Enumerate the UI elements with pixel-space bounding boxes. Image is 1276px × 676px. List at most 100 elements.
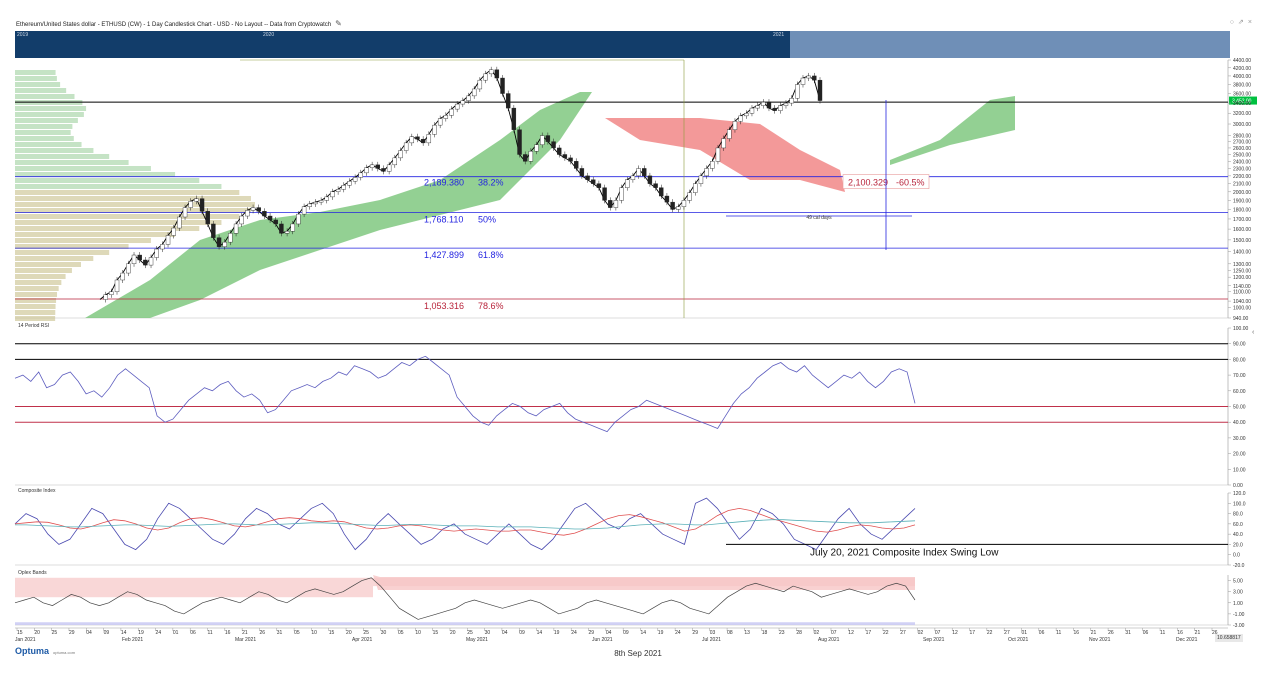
candle-body	[778, 105, 783, 111]
candle-body	[613, 200, 619, 208]
x-axis-month: Jun 2021	[592, 637, 613, 643]
candle-body	[795, 84, 800, 99]
brand-logo: Optuma optuma.com	[15, 646, 75, 656]
candle-body	[676, 206, 681, 210]
candle-body	[579, 168, 585, 177]
panel-axis-label: 50.00	[1233, 405, 1246, 411]
panel-axis-label: 20.00	[1233, 452, 1246, 458]
x-axis-month: Jul 2021	[702, 637, 721, 643]
volume-profile-bar	[15, 142, 82, 147]
fib-level-price: 1,053.316	[424, 301, 464, 311]
settings-icon[interactable]: ○	[1229, 19, 1239, 26]
x-axis-label: 28	[796, 630, 802, 636]
navigator-year: 2021	[773, 32, 785, 38]
close-icon[interactable]: ×	[1247, 19, 1256, 26]
candle-body	[710, 161, 715, 169]
x-axis-label: 10	[415, 630, 421, 636]
navigator-year: 2019	[17, 32, 29, 38]
price-axis-label: 2000.00	[1233, 190, 1251, 196]
x-axis-label: 25	[52, 630, 58, 636]
candle-body	[732, 121, 738, 130]
price-axis-label: 1140.00	[1233, 284, 1251, 290]
volume-profile-bar	[15, 298, 57, 303]
x-axis-label: 11	[1056, 630, 1061, 636]
x-axis-label: 14	[640, 630, 646, 636]
composite-series-line	[15, 519, 916, 530]
candle-body	[812, 75, 817, 81]
volume-profile-bar	[15, 244, 129, 249]
cal-days-label: 49 cal days	[806, 215, 832, 221]
candle-body	[216, 237, 222, 247]
candle-body	[386, 164, 392, 172]
price-axis-label: 4200.00	[1233, 66, 1251, 72]
price-axis-label: 2100.00	[1233, 182, 1251, 188]
candle-body	[114, 279, 120, 292]
price-axis-label: 1040.00	[1233, 299, 1251, 305]
candle-body	[806, 75, 811, 79]
candle-body	[749, 107, 755, 114]
candle-body	[755, 105, 760, 109]
price-axis-label: 1500.00	[1233, 238, 1251, 244]
collapse-panel-icon[interactable]: ‹	[1252, 329, 1255, 336]
candle-body	[738, 115, 743, 122]
panel-axis-label: 40.00	[1233, 420, 1246, 426]
candle-body	[392, 157, 398, 166]
panel-axis-label: 10.00	[1233, 467, 1246, 473]
candle-body	[205, 211, 210, 225]
candle-body	[664, 195, 670, 203]
oplex-lower-band	[15, 622, 915, 625]
navigator-window[interactable]	[790, 31, 1230, 58]
ichimoku-green-cloud	[85, 92, 592, 318]
fib-level-price: 2,189.380	[424, 178, 464, 188]
price-axis-label: 4400.00	[1233, 58, 1251, 64]
candle-body	[335, 189, 341, 192]
panel-axis-label: -1.00	[1233, 612, 1245, 618]
x-axis-label: 25	[467, 630, 473, 636]
candle-body	[494, 69, 500, 79]
x-axis-month: Apr 2021	[352, 637, 373, 643]
candle-body	[250, 207, 256, 211]
candle-body	[545, 135, 551, 142]
fib-level-pct: 78.6%	[478, 301, 504, 311]
volume-profile-bar	[15, 160, 129, 165]
price-axis-label: 2600.00	[1233, 146, 1251, 152]
x-axis-label: 14	[537, 630, 543, 636]
x-axis-label: 07	[935, 630, 941, 636]
price-axis-label: 1800.00	[1233, 207, 1251, 213]
x-axis-month: Aug 2021	[818, 637, 840, 643]
window-controls[interactable]: ○⇗×	[1230, 18, 1256, 26]
x-axis-label: 08	[727, 630, 733, 636]
candle-body	[522, 154, 528, 162]
volume-profile-bar	[15, 166, 151, 171]
price-axis-label: 3400.00	[1233, 101, 1251, 107]
x-axis-label: 21	[1195, 630, 1201, 636]
candle-body	[432, 124, 437, 135]
volume-profile-bar	[15, 94, 75, 99]
volume-profile-bar	[15, 118, 78, 123]
edit-pencil-icon[interactable]: ✎	[335, 19, 342, 28]
x-axis-month: Nov 2021	[1089, 637, 1111, 643]
x-axis-month: Jan 2021	[15, 637, 36, 643]
candle-body	[199, 198, 205, 212]
panel-title: Composite Index	[18, 488, 56, 494]
oplex-upper-band	[373, 577, 915, 587]
x-axis-label: 15	[433, 630, 439, 636]
volume-profile-bar	[15, 292, 58, 297]
candle-body	[403, 142, 409, 151]
price-axis-label: 940.00	[1233, 316, 1249, 322]
retracement-pct: -60.5%	[896, 178, 925, 188]
price-axis-label: 1400.00	[1233, 249, 1251, 255]
volume-profile-bar	[15, 232, 176, 237]
candle-body	[143, 259, 148, 266]
share-icon[interactable]: ⇗	[1238, 19, 1248, 26]
window-title: Ethereum/United States dollar - ETHUSD (…	[16, 19, 342, 28]
volume-profile-bar	[15, 124, 73, 129]
x-axis-label: 31	[277, 630, 283, 636]
price-axis-label: 4000.00	[1233, 74, 1251, 80]
x-axis-label: 12	[952, 630, 958, 636]
candle-body	[681, 200, 687, 207]
x-axis-label: 30	[485, 630, 491, 636]
x-axis-label: 16	[1073, 630, 1079, 636]
price-axis-label: 1250.00	[1233, 268, 1251, 274]
